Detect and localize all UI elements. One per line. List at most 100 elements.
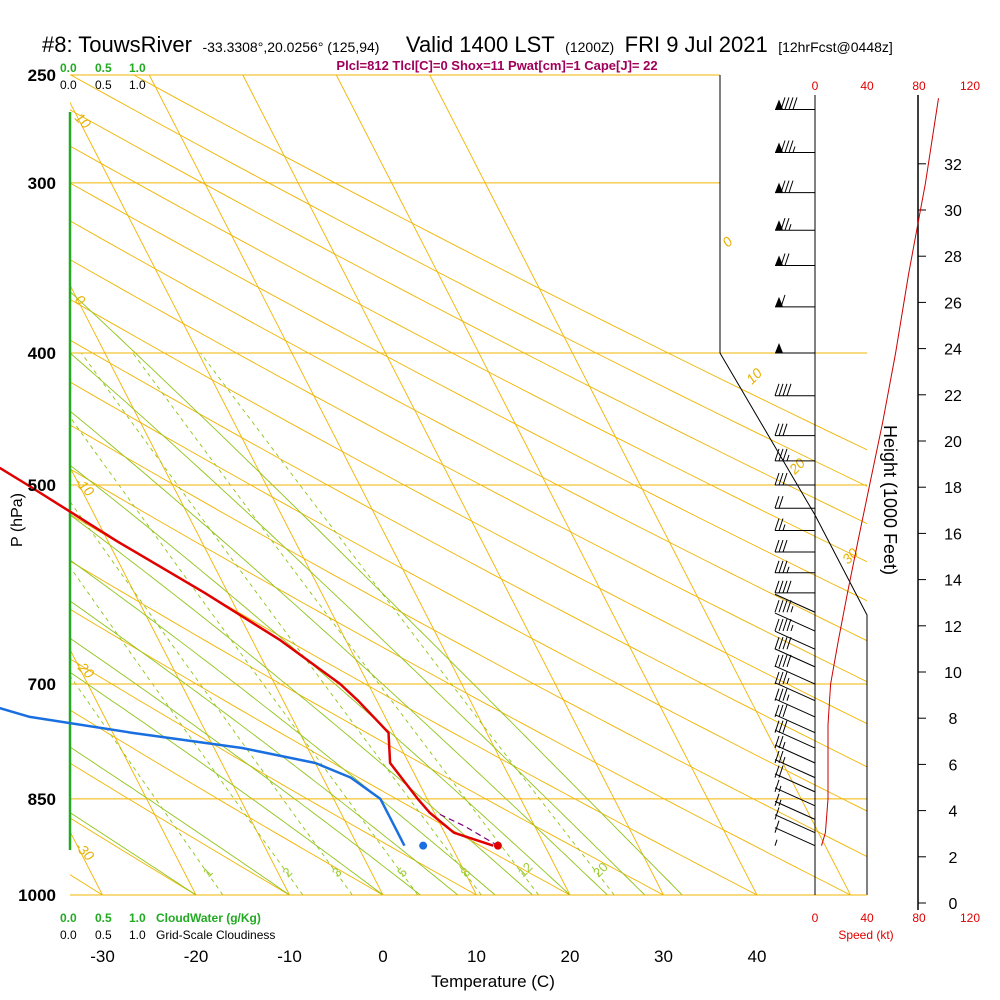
wind-barb xyxy=(775,97,815,110)
wind-barbs xyxy=(774,97,816,847)
height-tick-label: 14 xyxy=(944,573,962,590)
wind-barb xyxy=(774,787,816,807)
dry-adiabat-line xyxy=(70,560,664,895)
height-tick-label: 26 xyxy=(944,295,962,312)
surface-temperature-marker xyxy=(493,841,502,850)
isotherm-line xyxy=(70,648,197,895)
cc-top-1: 0.5 xyxy=(95,78,112,92)
dry-adiabat-label: 30 xyxy=(839,545,861,567)
height-axis-label: Height (1000 Feet) xyxy=(880,425,900,575)
wind-barb xyxy=(774,800,816,820)
cc-top-2: 1.0 xyxy=(129,78,146,92)
wind-barb xyxy=(774,472,815,486)
wind-barb xyxy=(774,682,816,702)
pressure-tick-label: 400 xyxy=(28,344,56,363)
temperature-tick-label: -30 xyxy=(90,947,115,966)
wind-barb xyxy=(775,218,815,231)
mixing-ratio-label: 12 xyxy=(515,859,536,880)
moist-adiabat-line xyxy=(70,352,646,895)
dry-adiabat-line xyxy=(133,75,867,451)
mixing-ratio-line xyxy=(80,352,482,895)
height-tick-label: 32 xyxy=(944,157,962,174)
moist-adiabat-line xyxy=(70,746,290,895)
moist-adiabat-line xyxy=(70,559,496,895)
dry-adiabat-line xyxy=(70,339,867,768)
dry-adiabat-line xyxy=(70,709,384,895)
station-coords: -33.3308°,20.0256° (125,94) xyxy=(202,39,379,55)
dry-adiabat-line xyxy=(70,145,867,563)
dewpoint-line xyxy=(0,706,406,847)
height-tick-label: 22 xyxy=(944,388,962,405)
mixing-ratio-line xyxy=(200,352,615,895)
mixing-ratio-line xyxy=(70,675,224,895)
wind-speed-line xyxy=(821,98,939,846)
surface-dewpoint-marker xyxy=(419,841,428,850)
height-tick-label: 20 xyxy=(944,434,962,451)
pressure-tick-label: 700 xyxy=(28,675,56,694)
dry-adiabat-label: 0 xyxy=(719,233,736,250)
dry-adiabat-line xyxy=(70,259,867,683)
y-axis-label: P (hPa) xyxy=(9,493,26,547)
height-tick-label: 6 xyxy=(949,757,958,774)
temperature-ticks: -30 -20 -10 0 10 20 30 40 xyxy=(90,947,766,966)
speed-scale-top: 0 40 80 120 xyxy=(812,79,981,93)
dry-adiabat-line xyxy=(70,424,867,858)
wind-barb xyxy=(774,518,815,532)
dry-adiabat-line xyxy=(70,298,867,725)
pressure-ticks: 250 300 400 500 700 850 1000 xyxy=(18,66,56,905)
mixing-ratio-label: 2 xyxy=(280,864,296,880)
wind-barb xyxy=(774,423,815,437)
wind-barb xyxy=(774,560,815,574)
wind-barb xyxy=(775,180,815,194)
indices-line: Plcl=812 Tlcl[C]=0 Shox=11 Pwat[cm]=1 Ca… xyxy=(336,58,657,73)
mixing-ratio-label: 5 xyxy=(394,864,410,880)
cw-top-0: 0.0 xyxy=(60,61,77,75)
moist-adiabat-line xyxy=(70,464,571,895)
station-name: #8: TouwsRiver xyxy=(42,32,192,57)
mixing-ratio-label: 1 xyxy=(200,864,216,880)
height-tick-label: 12 xyxy=(944,619,962,636)
dry-adiabat-line xyxy=(70,658,477,895)
cloudwater-scale-bottom: 0.0 0.5 1.0 CloudWater (g/Kg) xyxy=(60,911,261,925)
height-tick-label: 16 xyxy=(944,526,962,543)
wind-barb xyxy=(774,698,816,718)
height-tick-label: 0 xyxy=(949,896,958,913)
wind-barb xyxy=(774,773,816,793)
dry-adiabat-line xyxy=(70,75,867,487)
sounding-series xyxy=(0,466,502,850)
wind-barb xyxy=(774,630,816,650)
parcel-line xyxy=(435,812,499,847)
valid-utc: (1200Z) xyxy=(565,39,614,55)
pressure-tick-label: 1000 xyxy=(18,886,56,905)
height-tick-label: 24 xyxy=(944,342,962,359)
height-tick-label: 28 xyxy=(944,249,962,266)
dry-adiabat-label: 20 xyxy=(785,455,808,478)
isobars xyxy=(70,74,867,896)
cc-bot-label: Grid-Scale Cloudiness xyxy=(156,928,275,942)
temperature-tick-label: 20 xyxy=(561,947,580,966)
moist-adiabat-line xyxy=(70,637,421,895)
wind-barb xyxy=(775,140,815,154)
pressure-tick-label: 850 xyxy=(28,790,56,809)
pressure-tick-label: 500 xyxy=(28,476,56,495)
cw-bot-0: 0.0 xyxy=(60,911,77,925)
temperature-tick-label: -10 xyxy=(277,947,302,966)
cw-bot-1: 0.5 xyxy=(95,911,112,925)
forecast-info: [12hrFcst@0448z] xyxy=(778,39,893,55)
wind-barb xyxy=(775,294,815,308)
height-tick-label: 4 xyxy=(949,804,958,821)
spd-bot-0: 0 xyxy=(812,911,819,925)
wind-barb xyxy=(774,729,816,749)
cc-bot-2: 1.0 xyxy=(129,928,146,942)
height-tick-label: 18 xyxy=(944,480,962,497)
temperature-tick-label: 10 xyxy=(467,947,486,966)
x-axis-label: Temperature (C) xyxy=(431,972,555,991)
speed-axis-label: Speed (kt) xyxy=(838,928,893,942)
valid-time: Valid 1400 LST xyxy=(406,32,555,57)
wind-barb xyxy=(774,714,816,734)
wind-barb xyxy=(774,612,816,632)
mixing-ratio-line xyxy=(70,566,304,895)
isotherm-line xyxy=(0,75,9,895)
